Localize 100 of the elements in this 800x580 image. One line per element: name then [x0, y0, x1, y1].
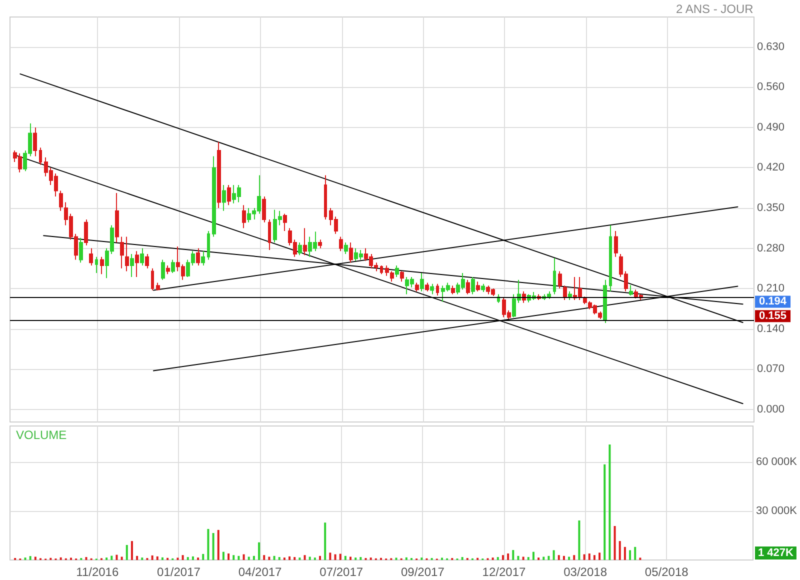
- bar: [334, 554, 336, 560]
- bar: [29, 556, 32, 560]
- candlestick: [79, 237, 83, 264]
- candlestick: [212, 156, 216, 238]
- bar: [568, 556, 570, 560]
- bar: [130, 541, 133, 560]
- bar: [212, 533, 214, 560]
- bar: [263, 555, 266, 560]
- y-tick-label: 0.560: [757, 81, 785, 94]
- candlestick: [349, 242, 353, 264]
- y-tick-label: 30 000K: [756, 504, 798, 517]
- candlestick: [227, 184, 231, 206]
- x-tick-label: 11/2016: [76, 565, 119, 579]
- candlestick: [629, 284, 633, 296]
- bar: [593, 555, 596, 560]
- candlestick: [609, 224, 612, 292]
- bar: [232, 555, 235, 560]
- candlestick: [207, 230, 210, 260]
- candlestick: [415, 282, 419, 292]
- bar: [258, 542, 260, 560]
- candlestick: [161, 259, 165, 280]
- candlestick: [115, 192, 119, 244]
- candlestick: [196, 248, 200, 266]
- bar: [588, 553, 590, 560]
- bar: [242, 554, 245, 560]
- bar: [151, 555, 154, 560]
- bar: [248, 556, 250, 560]
- x-tick-label: 07/2017: [320, 565, 364, 579]
- candlestick: [603, 279, 607, 324]
- bar: [182, 555, 184, 560]
- candlestick: [466, 279, 470, 295]
- bar: [238, 556, 240, 560]
- bar: [126, 544, 128, 560]
- candlestick: [125, 236, 129, 272]
- bar: [522, 556, 524, 560]
- candlestick: [84, 219, 88, 246]
- x-tick-label: 05/2018: [644, 565, 689, 579]
- bar: [136, 556, 138, 560]
- bar: [294, 557, 296, 560]
- bar: [344, 556, 346, 560]
- candlestick: [100, 256, 104, 275]
- candlestick: [558, 270, 562, 290]
- bar: [110, 556, 113, 560]
- bar: [583, 554, 586, 560]
- bar: [339, 554, 342, 560]
- candlestick: [140, 248, 144, 266]
- candlestick: [614, 230, 618, 258]
- candlestick: [262, 196, 266, 223]
- bar: [461, 557, 464, 560]
- y-tick-label: 0.140: [757, 322, 785, 335]
- bar: [60, 557, 62, 560]
- candlestick: [430, 283, 434, 295]
- bar: [614, 526, 616, 560]
- bar: [598, 552, 601, 560]
- candlestick: [222, 184, 226, 212]
- y-tick-label: 0.210: [757, 282, 785, 295]
- bar: [304, 555, 306, 560]
- candlestick: [298, 242, 302, 256]
- candlestick: [145, 254, 149, 269]
- candlestick: [400, 270, 404, 282]
- candlestick: [425, 282, 429, 292]
- candlestick: [380, 265, 383, 275]
- x-tick-label: 04/2017: [238, 565, 282, 579]
- bar: [532, 552, 534, 560]
- bar: [156, 556, 158, 560]
- bar: [252, 556, 255, 560]
- y-tick-label: 0.280: [757, 242, 785, 254]
- candlestick: [268, 219, 271, 250]
- bar: [324, 522, 326, 560]
- y-tick-label: 0.350: [757, 202, 785, 214]
- candlestick: [481, 283, 485, 292]
- candlestick: [324, 174, 327, 220]
- candlestick: [217, 141, 221, 208]
- bar: [207, 528, 210, 560]
- bar: [578, 520, 580, 560]
- bar: [161, 557, 164, 560]
- bar: [268, 556, 270, 560]
- chart-title: VOLUME: [16, 428, 67, 442]
- candlestick: [151, 268, 154, 291]
- candlestick: [166, 265, 170, 275]
- bar: [608, 444, 611, 560]
- y-tick-label: 0.630: [757, 40, 785, 53]
- bar: [573, 555, 576, 560]
- candlestick: [471, 276, 475, 295]
- bar: [360, 557, 362, 560]
- candlestick: [95, 256, 98, 274]
- ref-line-label: 0.155: [759, 310, 787, 322]
- y-tick-label: 0.490: [757, 121, 785, 134]
- candlestick: [436, 283, 439, 296]
- bar: [222, 552, 224, 560]
- bar: [618, 541, 621, 560]
- bar: [120, 556, 123, 560]
- bar: [496, 557, 499, 560]
- candlestick: [318, 239, 322, 249]
- bar: [350, 556, 352, 560]
- x-tick-label: 09/2017: [400, 565, 445, 579]
- bar: [273, 556, 276, 560]
- bar: [217, 530, 220, 560]
- y-tick-label: 0.070: [757, 363, 785, 376]
- bar: [308, 556, 311, 560]
